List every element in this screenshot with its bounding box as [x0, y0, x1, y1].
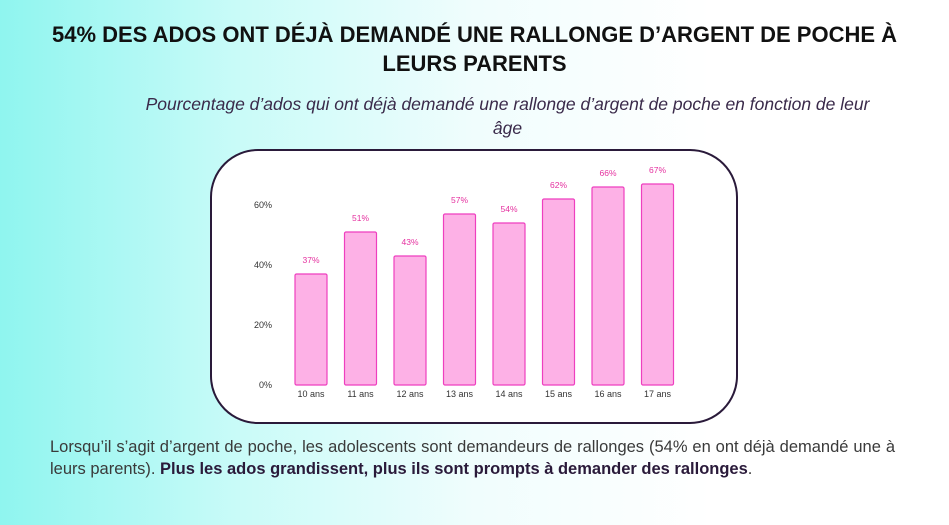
data-label: 43% [401, 237, 418, 247]
summary-highlight: Plus les ados grandissent, plus ils sont… [160, 460, 748, 478]
y-tick-label: 0% [259, 380, 272, 390]
data-label: 62% [550, 180, 567, 190]
data-label: 51% [352, 213, 369, 223]
bar-13-ans [442, 213, 477, 386]
bar-12-ans [393, 255, 427, 386]
data-label: 54% [500, 204, 517, 214]
bar-16-ans [591, 186, 625, 386]
data-label: 37% [302, 255, 319, 265]
x-tick-label: 15 ans [545, 389, 573, 399]
bar-chart: 0% 20% 40% 60% 37% 10 ans 51% 11 ans 43% 12 ans 57… [254, 165, 675, 399]
summary-text: Lorsqu’il s’agit d’argent de poche, les … [50, 438, 895, 478]
x-tick-label: 12 ans [396, 389, 424, 399]
chart-subtitle: Pourcentage d’ados qui ont déjà demandé … [145, 94, 870, 138]
bar-17-ans [640, 183, 675, 386]
y-tick-label: 40% [254, 260, 272, 270]
x-tick-label: 16 ans [594, 389, 622, 399]
bar-10-ans [294, 273, 328, 386]
y-tick-label: 20% [254, 320, 272, 330]
bar-15-ans [541, 198, 576, 386]
y-tick-label: 60% [254, 200, 272, 210]
data-label: 66% [599, 168, 616, 178]
x-tick-label: 11 ans [347, 389, 374, 399]
data-label: 57% [451, 195, 468, 205]
x-tick-label: 10 ans [297, 389, 325, 399]
data-label: 67% [649, 165, 666, 175]
x-tick-label: 14 ans [495, 389, 523, 399]
summary-end: . [747, 460, 753, 478]
page-title: 54% DES ADOS ONT DÉJÀ DEMANDÉ UNE RALLON… [51, 22, 898, 76]
x-tick-label: 13 ans [446, 389, 474, 399]
x-tick-label: 17 ans [644, 389, 672, 399]
bar-11-ans [343, 231, 378, 386]
bar-14-ans [492, 222, 526, 386]
summary-paragraph: Lorsqu’il s’agit d’argent de poche, les … [50, 436, 895, 480]
